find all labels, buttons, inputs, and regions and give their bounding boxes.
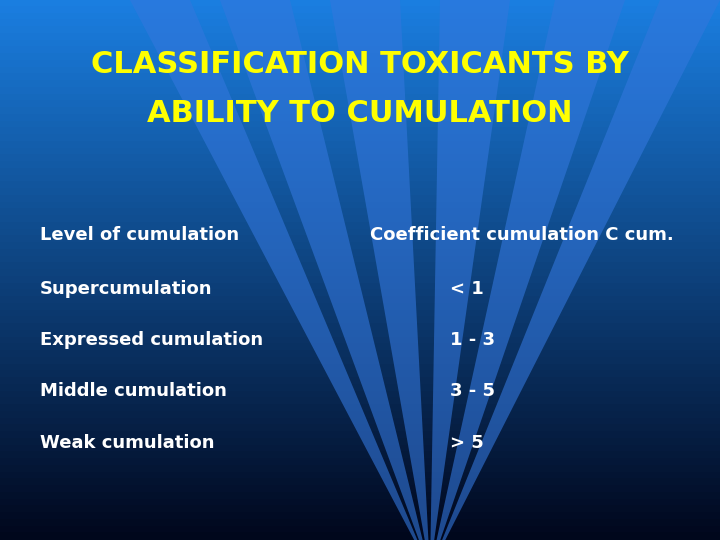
Text: Weak cumulation: Weak cumulation xyxy=(40,434,215,452)
Bar xyxy=(0,262,720,270)
Bar xyxy=(0,276,720,284)
Bar xyxy=(0,377,720,384)
Bar xyxy=(0,323,720,330)
Bar xyxy=(0,519,720,526)
Bar xyxy=(0,228,720,237)
Bar xyxy=(0,330,720,338)
Bar xyxy=(0,46,720,54)
Bar xyxy=(0,485,720,492)
Bar xyxy=(0,296,720,303)
Bar xyxy=(0,471,720,480)
Text: Expressed cumulation: Expressed cumulation xyxy=(40,331,263,349)
Bar xyxy=(0,458,720,465)
Bar xyxy=(0,512,720,519)
Bar xyxy=(0,93,720,102)
Text: 3 - 5: 3 - 5 xyxy=(450,382,495,401)
Text: CLASSIFICATION TOXICANTS BY: CLASSIFICATION TOXICANTS BY xyxy=(91,50,629,79)
Bar xyxy=(0,465,720,472)
Bar xyxy=(0,134,720,141)
Bar xyxy=(0,249,720,256)
Bar xyxy=(0,431,720,438)
Polygon shape xyxy=(436,0,625,540)
Bar xyxy=(0,363,720,372)
Bar xyxy=(0,478,720,486)
Bar xyxy=(0,181,720,189)
Bar xyxy=(0,492,720,500)
Bar xyxy=(0,19,720,27)
Bar xyxy=(0,201,720,209)
Text: 1 - 3: 1 - 3 xyxy=(450,331,495,349)
Bar xyxy=(0,222,720,230)
Bar xyxy=(0,343,720,351)
Bar xyxy=(0,370,720,378)
Text: Supercumulation: Supercumulation xyxy=(40,280,212,298)
Bar xyxy=(0,269,720,276)
Bar xyxy=(0,505,720,513)
Bar xyxy=(0,316,720,324)
Bar xyxy=(0,120,720,128)
Bar xyxy=(0,208,720,216)
Bar xyxy=(0,350,720,357)
Bar xyxy=(0,235,720,243)
Bar xyxy=(0,39,720,47)
Bar xyxy=(0,147,720,156)
Bar xyxy=(0,26,720,33)
Bar xyxy=(0,424,720,432)
Bar xyxy=(0,525,720,534)
Text: < 1: < 1 xyxy=(450,280,484,298)
Bar xyxy=(0,73,720,81)
Bar xyxy=(0,188,720,195)
Bar xyxy=(0,255,720,263)
Bar xyxy=(0,6,720,14)
Bar xyxy=(0,33,720,40)
Text: Level of cumulation: Level of cumulation xyxy=(40,226,239,244)
Bar xyxy=(0,174,720,183)
Bar xyxy=(0,168,720,176)
Bar xyxy=(0,87,720,94)
Bar xyxy=(0,411,720,418)
Bar xyxy=(0,114,720,122)
Bar xyxy=(0,215,720,222)
Text: Middle cumulation: Middle cumulation xyxy=(40,382,227,401)
Polygon shape xyxy=(130,0,418,540)
Polygon shape xyxy=(330,0,428,540)
Polygon shape xyxy=(442,0,720,540)
Bar xyxy=(0,195,720,202)
Bar xyxy=(0,141,720,148)
Bar xyxy=(0,417,720,426)
Bar xyxy=(0,498,720,507)
Bar xyxy=(0,438,720,446)
Bar xyxy=(0,404,720,411)
Polygon shape xyxy=(220,0,423,540)
Bar xyxy=(0,451,720,459)
Bar xyxy=(0,12,720,20)
Bar xyxy=(0,384,720,392)
Bar xyxy=(0,282,720,291)
Bar xyxy=(0,444,720,453)
Bar xyxy=(0,397,720,405)
Polygon shape xyxy=(431,0,510,540)
Bar xyxy=(0,242,720,249)
Bar xyxy=(0,154,720,162)
Text: > 5: > 5 xyxy=(450,434,484,452)
Bar xyxy=(0,336,720,345)
Text: Coefficient cumulation C cum.: Coefficient cumulation C cum. xyxy=(370,226,674,244)
Bar xyxy=(0,309,720,317)
Bar xyxy=(0,303,720,310)
Bar xyxy=(0,357,720,364)
Bar xyxy=(0,60,720,68)
Bar xyxy=(0,66,720,74)
Bar xyxy=(0,80,720,87)
Bar xyxy=(0,0,720,6)
Bar xyxy=(0,390,720,399)
Bar xyxy=(0,532,720,540)
Bar xyxy=(0,127,720,135)
Bar xyxy=(0,289,720,297)
Bar xyxy=(0,53,720,60)
Bar xyxy=(0,107,720,115)
Bar xyxy=(0,100,720,108)
Bar xyxy=(0,161,720,168)
Text: ABILITY TO CUMULATION: ABILITY TO CUMULATION xyxy=(148,99,572,128)
